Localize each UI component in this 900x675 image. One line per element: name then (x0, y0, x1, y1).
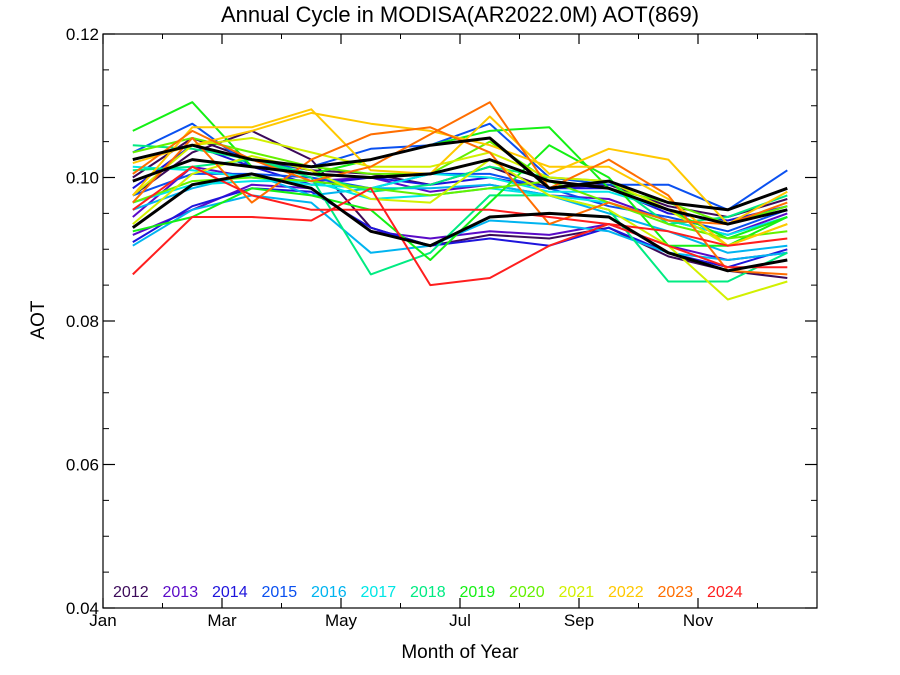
x-tick-label-Jan: Jan (89, 611, 116, 630)
legend-entry-2015: 2015 (262, 584, 298, 601)
y-tick-label-0.06: 0.06 (66, 456, 99, 475)
legend: 2012 2013 2014 2015 2016 2017 2018 2019 2020 2021… (113, 584, 743, 601)
series-2023-line-2 (132, 126, 788, 226)
legend-entry-2017: 2017 (361, 584, 397, 601)
legend-entry-2022: 2022 (608, 584, 644, 601)
black-line-2 (132, 158, 788, 226)
series-2018-line-2 (132, 158, 788, 283)
legend-entry-2020: 2020 (509, 584, 545, 601)
series-2015-line-2 (132, 172, 788, 233)
series-2020-line-2 (132, 176, 788, 240)
series-2019-line (132, 101, 788, 240)
series-2024-line (132, 187, 788, 287)
legend-entry-2021: 2021 (559, 584, 595, 601)
legend-entry-2024: 2024 (707, 584, 743, 601)
y-tick-label-0.04: 0.04 (66, 599, 99, 618)
series-2022-line (132, 108, 788, 226)
axes: Jan Mar May Jul Sep Nov 0.04 0.06 0.08 0.10 0.12 (66, 25, 818, 630)
y-tick-label-0.12: 0.12 (66, 25, 99, 44)
legend-entry-2013: 2013 (163, 584, 199, 601)
y-tick-label-0.08: 0.08 (66, 312, 99, 331)
x-tick-label-Mar: Mar (207, 611, 237, 630)
legend-entry-2019: 2019 (460, 584, 496, 601)
series-2021-line (132, 137, 788, 247)
x-tick-label-Nov: Nov (683, 611, 714, 630)
x-tick-label-May: May (325, 611, 358, 630)
legend-entry-2012: 2012 (113, 584, 149, 601)
y-tick-label-0.10: 0.10 (66, 169, 99, 188)
legend-entry-2018: 2018 (410, 584, 446, 601)
x-tick-label-Jul: Jul (449, 611, 471, 630)
series-2012-line-2 (132, 129, 788, 279)
y-axis-label: AOT (28, 300, 49, 339)
x-tick-label-Sep: Sep (564, 611, 594, 630)
black-line-1 (132, 136, 788, 212)
series-2023-line (132, 101, 788, 276)
x-axis-label: Month of Year (401, 642, 519, 663)
legend-entry-2016: 2016 (311, 584, 347, 601)
chart-title: Annual Cycle in MODISA(AR2022.0M) AOT(86… (221, 2, 699, 27)
legend-entry-2023: 2023 (658, 584, 694, 601)
legend-entry-2014: 2014 (212, 584, 248, 601)
series-lines (131, 101, 788, 301)
series-2013-line-2 (132, 183, 788, 261)
black-line-3 (131, 172, 788, 273)
series-2024-line-2 (132, 165, 788, 247)
